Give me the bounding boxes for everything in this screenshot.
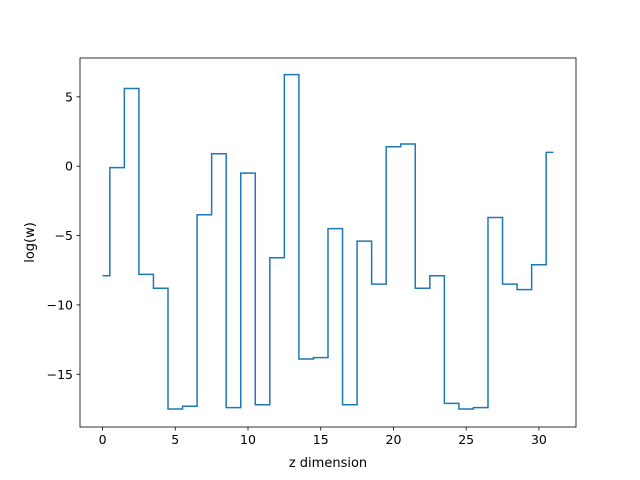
x-tick-label: 10	[240, 432, 256, 447]
x-tick-label: 25	[458, 432, 474, 447]
x-tick-label: 0	[99, 432, 107, 447]
y-tick-label: −5	[55, 228, 73, 243]
tick-layer: 0 5 10 15 20 25 30 5 0 −5 −10 −15	[47, 89, 547, 447]
x-tick-label: 20	[386, 432, 402, 447]
y-tick-label: 5	[65, 89, 73, 104]
x-tick-label: 30	[531, 432, 547, 447]
series-line	[102, 73, 554, 410]
x-tick-label: 5	[171, 432, 179, 447]
y-tick-label: −15	[47, 367, 73, 382]
x-tick-label: 15	[313, 432, 329, 447]
y-tick-label: −10	[47, 297, 73, 312]
y-axis-label: log(w)	[23, 222, 38, 263]
plot-area	[102, 73, 554, 410]
axes-frame	[79, 57, 577, 428]
y-tick-label: 0	[65, 159, 73, 174]
x-axis-label: z dimension	[289, 456, 367, 471]
